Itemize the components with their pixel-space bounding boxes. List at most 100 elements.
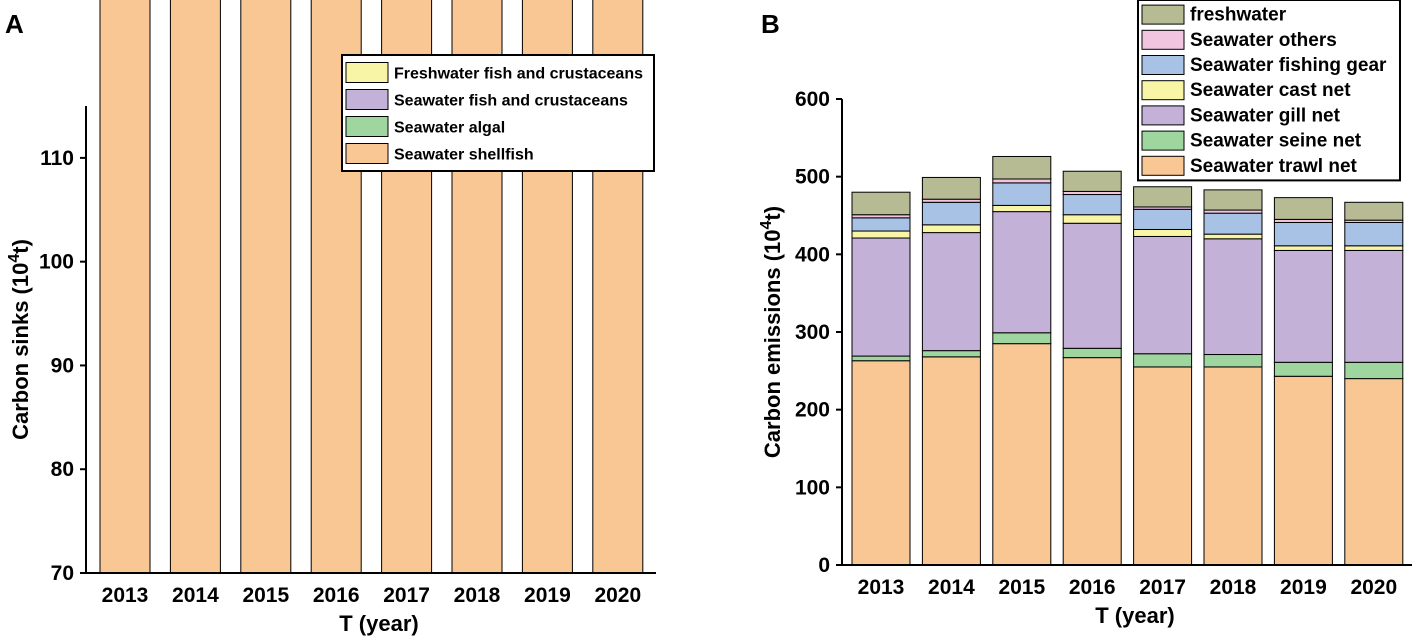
legend-swatch-seawater-others [1141,29,1185,50]
y-tick-label: 500 [795,166,830,189]
bar-segment-2020-seawater-fishing-gear [1344,221,1404,247]
bar-segment-2013-seawater-seine-net [851,355,911,362]
bar-segment-2018-seawater-trawl-net [1203,366,1263,566]
legend-label-seawater-seine-net: Seawater seine net [1190,131,1362,152]
y-tick-label: 300 [795,321,830,344]
legend-label-freshwater-fish-and-crustaceans: Freshwater fish and crustaceans [394,66,643,83]
bar-segment-2015-seawater-gill-net [992,211,1052,334]
bar-segment-2014-seawater-seine-net [921,350,981,358]
x-axis-title: T (year) [339,611,418,636]
y-tick-label: 200 [795,399,830,422]
chart-carbon-emissions: 2013 2014 2015 2016 2017 2018 2019 2020 0 100 200 3… [758,0,1412,628]
y-tick-label: 110 [40,147,74,170]
bar-segment-2014-seawater-gill-net [921,232,981,352]
legend-swatch-seawater-shellfish [345,143,389,164]
bar-segment-2014-seawater-cast-net [921,224,981,234]
bar-segment-2020-seawater-gill-net [1344,249,1404,363]
bar-segment-2016-seawater-trawl-net [1062,357,1122,566]
bar-segment-2015-freshwater [992,155,1052,180]
legend-label-seawater-others: Seawater others [1190,30,1337,51]
bar-segment-2020-freshwater [1344,201,1404,221]
y-tick-label: 600 [795,88,830,111]
bar-segment-2019-seawater-cast-net [1273,245,1333,251]
bar-segment-2013-seawater-cast-net [851,230,911,239]
legend-swatch-seawater-algal [345,116,389,137]
legend-label-seawater-shellfish: Seawater shellfish [394,147,534,164]
bar-segment-2017-seawater-trawl-net [1133,366,1193,566]
x-tick-label: 2020 [1350,576,1397,599]
bar-segment-2013-seawater-trawl-net [851,360,911,566]
bar-segment-2014-seawater-fishing-gear [921,201,981,226]
bar-segment-2015-seawater-others [992,178,1052,184]
y-axis-title: Carbon emissions (104t) [758,206,785,458]
x-tick-label: 2014 [928,576,975,599]
panel-label-b: B [761,9,780,39]
x-tick-label: 2019 [1280,576,1327,599]
y-tick-label: 100 [39,251,74,274]
legend-label-seawater-cast-net: Seawater cast net [1190,80,1351,101]
x-tick-label: 2020 [594,584,641,607]
x-tick-label: 2017 [1139,576,1186,599]
bar-segment-2016-seawater-cast-net [1062,214,1122,224]
bar-segment-2018-freshwater [1203,189,1263,211]
bar-segment-2020-seawater-cast-net [1344,245,1404,251]
x-tick-label: 2016 [313,584,360,607]
legend-swatch-seawater-seine-net [1141,130,1185,151]
y-tick-label: 80 [51,458,74,481]
legend [341,54,655,172]
bar-segment-2018-seawater-fishing-gear [1203,212,1263,235]
bar-segment-2018-seawater-seine-net [1203,354,1263,368]
bar-segment-2018-seawater-cast-net [1203,233,1263,240]
legend-label-seawater-fish-and-crustaceans: Seawater fish and crustaceans [394,93,628,110]
bar-segment-2017-seawater-seine-net [1133,353,1193,368]
x-tick-label: 2018 [1210,576,1257,599]
x-tick-label: 2015 [998,576,1045,599]
y-axis-title: Carbon sinks (104t) [6,239,33,440]
bar-segment-2015-seawater-fishing-gear [992,182,1052,206]
bar-segment-2017-seawater-fishing-gear [1133,208,1193,230]
y-tick-label: 0 [818,554,830,577]
panel-label-a: A [5,9,24,39]
legend-swatch-seawater-gill-net [1141,105,1185,126]
legend-label-seawater-algal: Seawater algal [394,120,505,137]
bar-segment-2016-seawater-gill-net [1062,222,1122,349]
x-tick-label: 2013 [858,576,905,599]
legend-label-seawater-trawl-net: Seawater trawl net [1190,156,1358,177]
bar-segment-2018-seawater-gill-net [1203,238,1263,356]
y-tick-label: 90 [51,354,74,377]
bar-segment-2019-freshwater [1273,197,1333,220]
x-tick-label: 2014 [172,584,219,607]
legend-label-freshwater: freshwater [1190,5,1287,26]
bar-segment-2014-seawater-shellfish [169,0,221,574]
bar-segment-2017-seawater-gill-net [1133,235,1193,355]
bar-segment-2020-seawater-seine-net [1344,361,1404,380]
bar-segment-2015-seawater-trawl-net [992,343,1052,566]
legend-label-seawater-gill-net: Seawater gill net [1190,105,1341,126]
bar-segment-2013-seawater-shellfish [99,0,151,574]
x-tick-label: 2017 [383,584,430,607]
y-tick-label: 100 [795,476,830,499]
legend-label-seawater-fishing-gear: Seawater fishing gear [1190,55,1387,76]
bar-segment-2013-seawater-gill-net [851,237,911,357]
bar-segment-2015-seawater-shellfish [240,0,292,574]
x-tick-label: 2018 [454,584,501,607]
bar-segment-2013-seawater-fishing-gear [851,217,911,232]
bar-segment-2019-seawater-trawl-net [1273,375,1333,566]
legend-swatch-seawater-fishing-gear [1141,55,1185,75]
chart-carbon-sinks: 2013 2014 2015 2016 2017 2018 2019 2020 70 80 90 10… [6,0,656,636]
bar-segment-2013-freshwater [851,191,911,216]
bar-segment-2014-freshwater [921,176,981,200]
bar-segment-2016-freshwater [1062,170,1122,192]
bar-segment-2017-freshwater [1133,186,1193,208]
bar-segment-2017-seawater-cast-net [1133,228,1193,237]
bar-segment-2014-seawater-trawl-net [921,356,981,566]
x-tick-label: 2013 [102,584,149,607]
x-axis-title: T (year) [1095,603,1174,628]
x-tick-label: 2019 [524,584,571,607]
bar-segment-2015-seawater-seine-net [992,332,1052,345]
y-tick-label: 70 [51,562,74,585]
bar-segment-2019-seawater-fishing-gear [1273,221,1333,247]
bar-segment-2015-seawater-cast-net [992,204,1052,213]
bar-segment-2016-seawater-seine-net [1062,347,1122,359]
